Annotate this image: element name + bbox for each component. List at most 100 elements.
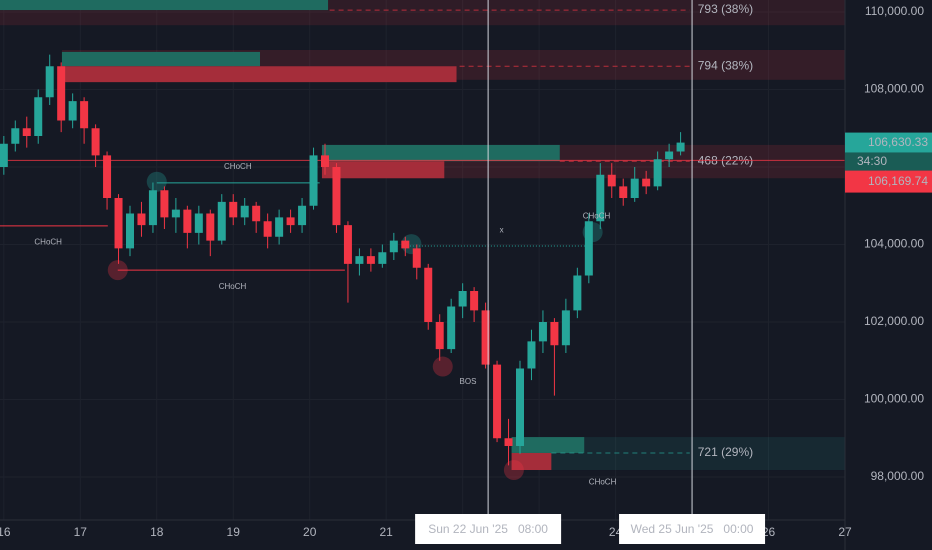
candle-body	[275, 217, 284, 237]
annotation: CHoCH	[589, 478, 617, 487]
candle-body	[0, 143, 8, 168]
x-tick-label: 27	[838, 525, 852, 539]
annotation: x	[500, 225, 504, 234]
candle-body	[11, 128, 20, 144]
candle-body	[642, 178, 651, 187]
candle-body	[91, 128, 100, 156]
candle-body	[516, 368, 524, 446]
level-price-label: 106,169.74	[868, 174, 928, 188]
candle-body	[126, 213, 134, 249]
zone-box	[0, 0, 329, 11]
candle-body	[229, 201, 238, 218]
candle-body	[538, 321, 547, 342]
candle-body	[527, 341, 536, 369]
swing-point	[146, 171, 167, 192]
candle-body	[57, 66, 66, 121]
y-tick-label: 98,000.00	[871, 469, 925, 483]
candle-body	[321, 155, 329, 168]
swing-point	[503, 460, 524, 481]
candle-body	[137, 213, 146, 226]
zone-box	[321, 161, 445, 179]
candle-body	[596, 174, 605, 222]
y-tick-label: 100,000.00	[864, 392, 924, 406]
last-price-label: 106,630.33	[868, 135, 928, 149]
candle-body	[447, 306, 456, 350]
zone-box	[321, 144, 560, 162]
candle-body	[263, 221, 272, 237]
candle-body	[298, 205, 307, 226]
x-tick-label: 16	[0, 525, 11, 539]
candle-body	[493, 364, 502, 439]
candle-body	[653, 159, 662, 187]
candle-body	[607, 174, 616, 187]
x-tick-label: 21	[379, 525, 393, 539]
annotation: CHoCH	[224, 162, 252, 171]
annotation: CHoCH	[219, 282, 247, 291]
candle-body	[561, 310, 570, 346]
candle-body	[389, 240, 398, 253]
crosshair-label: Sun 22 Jun '25 08:00	[428, 522, 548, 536]
zone-box	[511, 452, 552, 471]
annotation: BOS	[460, 377, 477, 386]
candle-body	[183, 209, 192, 233]
candle-body	[22, 128, 31, 137]
candle-body	[34, 97, 43, 137]
countdown-tag	[845, 152, 932, 171]
x-tick-label: 20	[303, 525, 317, 539]
candle-body	[458, 290, 467, 307]
candle-body	[619, 186, 628, 199]
candle-body	[401, 240, 410, 249]
candle-body	[355, 256, 364, 264]
swing-point	[107, 260, 128, 281]
candle-body	[45, 66, 54, 98]
candle-body	[435, 321, 444, 350]
candle-body	[378, 252, 387, 264]
y-tick-label: 110,000.00	[865, 4, 924, 18]
candle-body	[481, 310, 490, 365]
candle-body	[286, 217, 295, 226]
candle-body	[103, 155, 112, 199]
zone-box	[511, 437, 585, 453]
annotation: CHoCH	[34, 238, 62, 247]
price-axis	[845, 0, 932, 550]
candle-body	[584, 221, 593, 276]
candle-body	[676, 142, 685, 152]
candle-body	[412, 248, 421, 268]
zone-label: 721 (29%)	[698, 445, 753, 459]
candle-body	[470, 290, 479, 311]
x-tick-label: 26	[762, 525, 776, 539]
x-tick-label: 18	[150, 525, 164, 539]
y-tick-label: 104,000.00	[864, 237, 924, 251]
candle-body	[424, 267, 433, 322]
zone-box	[61, 66, 457, 83]
candle-body	[504, 438, 513, 446]
candle-body	[148, 190, 157, 226]
y-tick-label: 108,000.00	[864, 82, 924, 96]
zone-box	[61, 51, 260, 67]
candle-body	[343, 225, 352, 264]
zone-label: 794 (38%)	[698, 58, 753, 72]
crosshair-tag	[415, 514, 562, 544]
zone-label: 793 (38%)	[698, 2, 753, 16]
level-price-tag	[845, 170, 932, 193]
countdown-label: 34:30	[857, 154, 887, 168]
crosshair-tag	[619, 514, 766, 544]
y-tick-label: 102,000.00	[864, 314, 924, 328]
candle-body	[240, 205, 249, 218]
candle-body	[550, 321, 559, 346]
candle-body	[114, 198, 123, 249]
candle-body	[630, 178, 639, 199]
candle-body	[80, 101, 89, 129]
candle-body	[194, 213, 203, 233]
candle-body	[332, 167, 341, 226]
candle-body	[217, 201, 226, 241]
candle-body	[68, 101, 77, 121]
x-tick-label: 19	[227, 525, 241, 539]
candle-body	[160, 190, 169, 218]
annotation: CHoCH	[583, 211, 611, 220]
candle-body	[206, 213, 215, 241]
crosshair-label: Wed 25 Jun '25 00:00	[631, 522, 754, 536]
candle-body	[309, 155, 318, 206]
candle-body	[252, 205, 261, 222]
